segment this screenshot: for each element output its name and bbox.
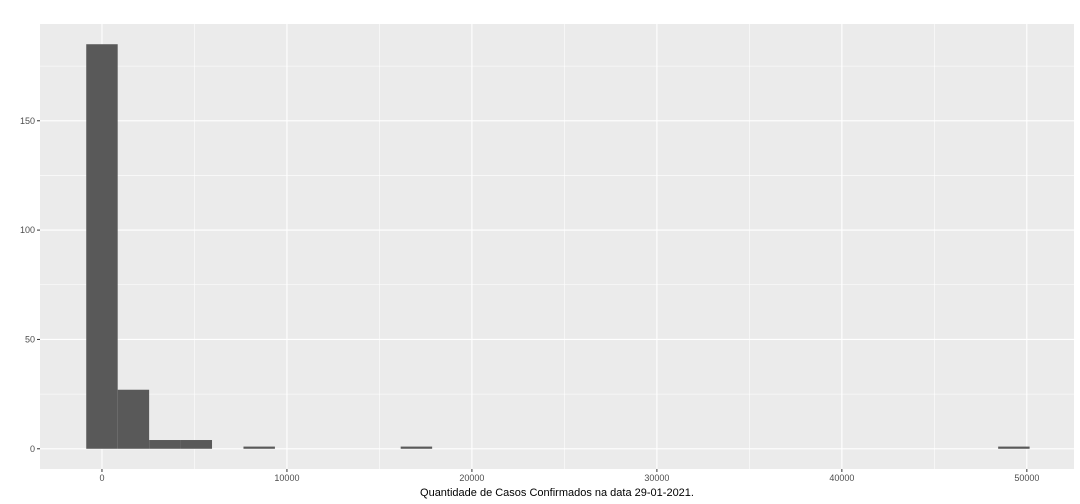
histogram-bar-2 [149, 440, 181, 449]
y-tick-label: 100 [20, 225, 35, 235]
x-tick-label: 10000 [274, 473, 299, 483]
grid-major [40, 24, 1074, 469]
y-tick-label: 150 [20, 116, 35, 126]
x-tick-label: 30000 [644, 473, 669, 483]
bars [86, 44, 1030, 449]
y-tick-label: 50 [25, 334, 35, 344]
histogram-bar-4 [243, 446, 275, 449]
x-tick-label: 20000 [459, 473, 484, 483]
histogram-bar-6 [998, 446, 1030, 449]
histogram-bar-5 [400, 446, 433, 449]
plot-panel [40, 24, 1074, 469]
histogram-bar-0 [86, 44, 118, 449]
y-tick-label: 0 [30, 444, 35, 454]
histogram-bar-3 [180, 440, 213, 449]
y-axis: 0 50 100 150 [20, 116, 40, 454]
x-axis: 0 10000 20000 30000 40000 50000 [99, 469, 1039, 483]
grid-minor [40, 24, 1074, 469]
x-tick-label: 0 [99, 473, 104, 483]
histogram-bar-1 [117, 389, 150, 449]
x-axis-title: Quantidade de Casos Confirmados na data … [420, 487, 694, 499]
x-tick-label: 50000 [1014, 473, 1039, 483]
x-tick-label: 40000 [829, 473, 854, 483]
